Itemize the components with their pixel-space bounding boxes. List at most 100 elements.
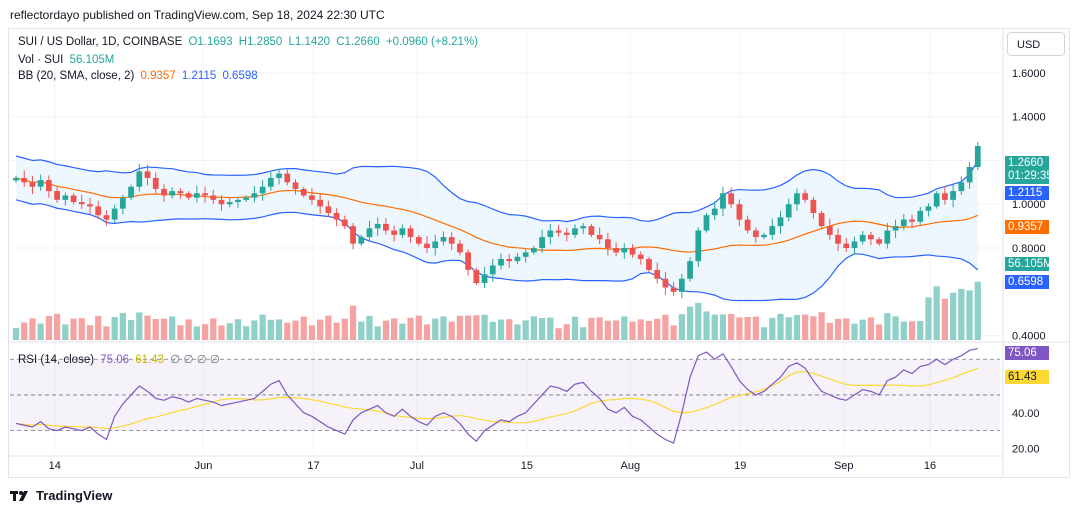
candle-body	[218, 199, 225, 205]
candle-body	[70, 195, 77, 203]
time-tick-label: Aug	[621, 460, 641, 472]
volume-bar	[752, 316, 759, 340]
time-tick-label: Jun	[195, 460, 213, 472]
volume-bar	[810, 316, 817, 340]
brand-logo[interactable]: TradingView	[10, 488, 112, 503]
candle-body	[843, 243, 850, 249]
volume-bar	[547, 317, 554, 340]
volume-bar	[489, 321, 496, 340]
candle-body	[235, 199, 241, 203]
volume-bar	[662, 314, 669, 340]
candle-body	[54, 191, 60, 200]
volume-bar	[292, 320, 299, 340]
volume-bar	[481, 314, 488, 340]
time-tick-label: 16	[924, 460, 936, 472]
volume-bar	[670, 325, 677, 340]
candle-body	[563, 232, 570, 235]
candle-body	[761, 234, 767, 238]
candle-body	[103, 215, 110, 220]
candle-body	[374, 223, 381, 229]
currency-selector[interactable]: USD	[1007, 32, 1065, 56]
candle-body	[695, 230, 702, 262]
volume-bar	[719, 314, 727, 340]
candle-body	[95, 206, 102, 216]
time-tick-label: Sep	[834, 460, 854, 472]
volume-bar	[300, 316, 307, 340]
volume-bar	[464, 315, 472, 340]
volume-bar	[497, 319, 505, 340]
volume-bar	[234, 319, 242, 340]
rsi-legend: RSI (14, close) 75.06 61.43 ∅ ∅ ∅ ∅	[18, 352, 223, 366]
volume-bar	[374, 326, 381, 340]
candle-body	[744, 219, 751, 231]
candle-body	[547, 230, 554, 238]
candle-body	[613, 248, 619, 253]
candle-body	[432, 241, 439, 249]
bb-basis-value: 0.9357	[140, 70, 176, 82]
volume-bar	[152, 319, 159, 340]
volume-bars	[12, 281, 981, 340]
candle-body	[711, 208, 718, 216]
volume-bar	[226, 323, 233, 340]
bb-lower-badge: 0.6598	[1005, 275, 1049, 289]
candle-body	[703, 215, 710, 231]
volume-bar	[711, 314, 718, 340]
volume-bar	[506, 319, 513, 340]
volume-bar	[563, 324, 570, 340]
rsi-ma-line	[15, 367, 978, 430]
candle-body	[465, 252, 471, 270]
volume-bar	[744, 317, 751, 340]
candle-body	[78, 202, 85, 205]
candle-body	[169, 191, 176, 196]
candle-body	[777, 217, 784, 227]
candle-body	[802, 193, 809, 200]
volume-bar	[251, 320, 258, 340]
volume-bar	[275, 319, 283, 340]
candle-body	[909, 219, 915, 222]
rsi-value: 75.06	[100, 354, 130, 366]
volume-bar	[53, 313, 61, 340]
candle-body	[950, 191, 956, 200]
volume-bar	[777, 313, 784, 340]
volume-bar	[448, 321, 455, 340]
candle-body	[629, 248, 636, 255]
candle-body	[720, 193, 726, 209]
volume-value: 56.105M	[69, 54, 115, 66]
candle-body	[818, 212, 825, 227]
volume-bar	[201, 324, 209, 340]
volume-bar	[851, 323, 858, 340]
ohlc-change: +0.0960 (+8.21%)	[385, 36, 479, 48]
candle-body	[859, 234, 866, 242]
volume-bar	[604, 320, 611, 340]
bb-basis-badge: 0.9357	[1005, 220, 1049, 234]
volume-bar	[654, 318, 661, 340]
volume-bar	[193, 326, 200, 340]
volume-bar	[12, 327, 20, 340]
volume-bar	[243, 326, 250, 340]
candle-body	[958, 182, 965, 192]
volume-bar	[70, 318, 77, 340]
volume-bar	[728, 314, 735, 340]
candle-body	[868, 234, 874, 240]
candle-body	[506, 258, 513, 262]
candle-body	[621, 248, 628, 253]
rsi-label: RSI (14, close)	[18, 354, 95, 366]
volume-bar	[678, 314, 685, 340]
volume-bar	[432, 318, 439, 340]
bb-upper-value: 1.2115	[181, 70, 217, 82]
candle-body	[925, 206, 932, 211]
volume-bar	[391, 318, 398, 340]
candle-body	[728, 193, 735, 205]
volume-bar	[177, 325, 184, 340]
candle-body	[678, 278, 685, 292]
volume-bar	[333, 322, 340, 340]
candle-body	[810, 199, 817, 213]
candle-body	[202, 193, 208, 196]
volume-bar	[867, 317, 875, 340]
rsi-empty-values: ∅ ∅ ∅ ∅	[170, 354, 220, 366]
rsi-pane	[10, 347, 1000, 444]
candle-body	[111, 208, 118, 220]
volume-bar	[522, 320, 529, 340]
volume-bar	[21, 322, 28, 340]
